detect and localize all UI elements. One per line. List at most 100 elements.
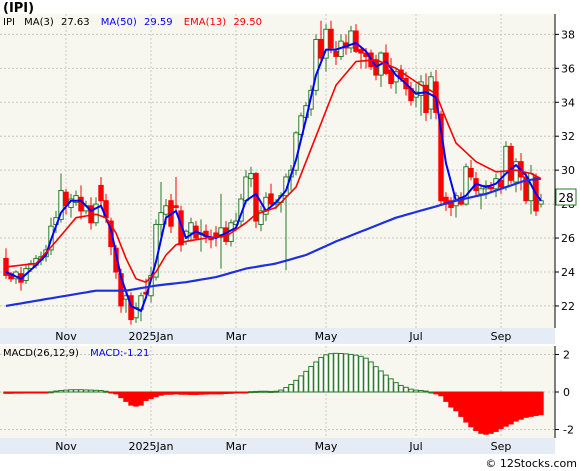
macd-bar-negative [173,391,179,395]
macd-bar-negative [433,391,439,395]
macd-bar-negative [448,391,454,408]
macd-bar-negative [538,391,544,416]
legend-ma50-label: MA(50) [101,17,137,28]
x-tick-label: May [315,440,338,453]
macd-bar-positive [393,382,399,393]
candle-down [388,69,394,85]
macd-bar-negative [198,391,204,395]
macd-bar-positive [273,390,279,393]
candle-down [438,113,444,202]
macd-bar-negative [438,391,444,397]
macd-bar-negative [143,391,149,401]
macd-bar-negative [178,391,184,395]
macd-bar-negative [508,391,514,425]
candle-up [313,38,319,91]
macd-bar-negative [533,391,539,416]
macd-bar-negative [443,391,449,402]
candle-down [173,205,179,208]
candle-up [418,81,424,96]
candle-up [323,28,329,59]
macd-y-tick-label: 0 [563,386,570,399]
line-ma50 [5,177,542,307]
macd-bar-negative [193,391,199,395]
macd-bar-negative [23,391,29,394]
macd-bar-positive [373,366,379,393]
macd-bar-positive [68,389,74,393]
candle-up [503,145,509,188]
macd-bar-positive [98,389,104,393]
x-tick-label: Mar [226,440,247,453]
candle-up [348,30,354,49]
candle-down [498,179,504,188]
candle-down [488,186,494,190]
macd-bar-negative [203,391,209,395]
macd-bar-negative [513,391,519,422]
macd-bar-negative [473,391,479,431]
macd-bar-negative [453,391,459,412]
x-tick-label: 2025Jan [129,440,174,453]
macd-bar-positive [283,386,289,393]
macd-bar-positive [313,361,319,393]
candle-down [318,38,324,59]
y-tick-label: 24 [561,266,575,279]
macd-bar-positive [58,389,64,393]
macd-date-strip [0,438,555,454]
candle-up [93,203,99,224]
macd-bar-positive [288,383,294,393]
macd-bar-positive [333,352,339,393]
macd-bar-positive [398,384,404,393]
macd-bar-negative [138,391,144,406]
candle-down [328,28,334,49]
macd-bar-positive [428,391,434,394]
macd-bar-positive [253,390,259,393]
candle-up [513,161,519,183]
macd-bar-negative [33,391,39,394]
macd-bar-negative [218,391,224,395]
macd-bar-positive [83,389,89,393]
macd-bar-negative [183,391,189,395]
macd-y-ticks: 2 0 -2 [554,346,574,438]
macd-bar-negative [498,391,504,430]
macd-y-tick-label: 2 [563,348,570,361]
macd-bar-positive [88,389,94,393]
macd-bar-positive [78,389,84,393]
candle-up [538,200,544,205]
legend-ma3-value: 27.63 [61,17,90,28]
candle-up [258,210,264,225]
macd-bar-negative [118,391,124,399]
candle-up [58,190,64,220]
candle-down [448,200,454,208]
x-tick-label: Sep [491,440,512,453]
macd-bar-positive [423,390,429,393]
macd-bar-negative [458,391,464,417]
macd-bar-positive [408,388,414,393]
candle-up [478,188,484,195]
macd-bar-positive [368,361,374,393]
x-tick-label: May [315,330,338,343]
macd-x-ticks: Nov 2025Jan Mar May Jul Sep [55,440,511,453]
macd-bar-negative [223,391,229,395]
y-tick-label: 34 [561,96,575,109]
price-legend: IPI MA(3) 27.63 MA(50) 29.59 EMA(13) 29.… [3,17,262,28]
macd-bar-positive [348,353,354,393]
macd-bar-positive [388,378,394,393]
macd-bar-positive [308,365,314,393]
x-tick-label: Nov [55,330,77,343]
candle-down [508,145,514,181]
macd-bar-negative [113,391,119,395]
macd-bar-negative [38,391,44,394]
macd-bar-negative [108,391,114,394]
legend-symbol: IPI [3,17,15,28]
candle-up [248,173,254,180]
candle-down [353,30,359,52]
macd-bar-negative [153,391,159,398]
macd-bar-negative [488,391,494,434]
macd-bar-positive [343,353,349,393]
macd-bar-negative [208,391,214,395]
x-tick-label: Sep [491,330,512,343]
candle-down [358,49,364,54]
macd-y-tick-label: -2 [563,424,574,437]
chart-title: (IPI) [3,1,34,16]
price-x-ticks: Nov 2025Jan Mar May Jul Sep [55,330,511,343]
legend-ma50-value: 29.59 [144,17,173,28]
